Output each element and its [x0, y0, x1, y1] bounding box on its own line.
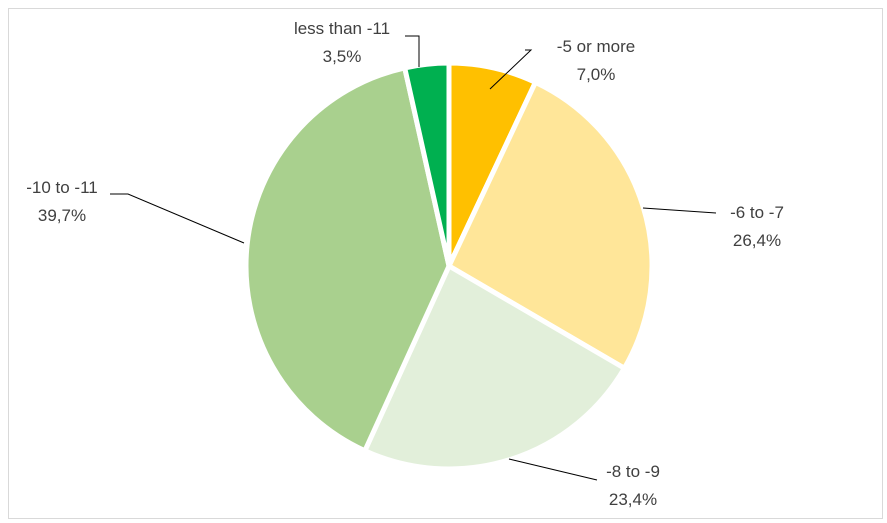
- slice-label-category: -10 to -11: [26, 178, 98, 197]
- slice-label-value: 39,7%: [38, 206, 86, 225]
- slice-label-value: 3,5%: [323, 47, 362, 66]
- slice-label-value: 23,4%: [609, 490, 657, 509]
- slice-label-value: 26,4%: [733, 231, 781, 250]
- leader-line: [110, 193, 245, 244]
- slice-label-category: -8 to -9: [606, 462, 660, 481]
- pie-slice-10-to-11: [243, 65, 452, 454]
- slice-label-category: less than -11: [294, 19, 390, 38]
- slice-label-category: -5 or more: [557, 37, 635, 56]
- slice-label-value: 7,0%: [577, 65, 616, 84]
- pie-slice-6-to-7: [446, 79, 655, 371]
- leader-lines: [110, 35, 717, 481]
- leader-line: [405, 35, 420, 67]
- data-labels: -5 or more 7,0% -6 to -7 26,4% -8 to -9 …: [26, 19, 784, 509]
- pie-slice-less-than-11: [402, 60, 452, 269]
- pie-slices: [243, 60, 655, 472]
- leader-line: [642, 207, 717, 214]
- leader-line: [508, 458, 598, 481]
- slice-label-category: -6 to -7: [730, 203, 784, 222]
- leader-line: [489, 49, 533, 90]
